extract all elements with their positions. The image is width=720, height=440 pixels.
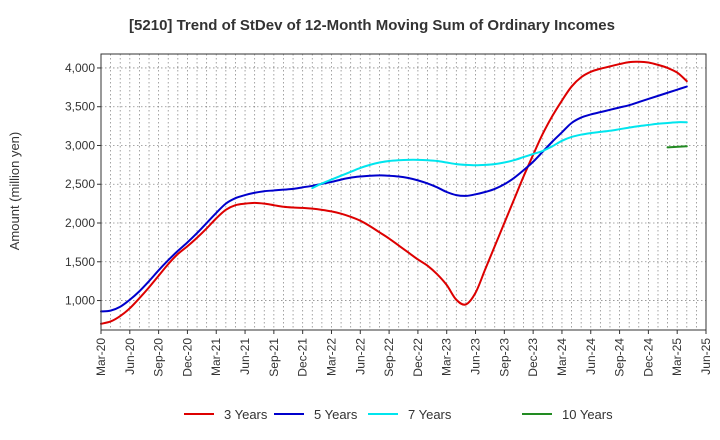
x-tick-label: Dec-22 — [411, 338, 425, 377]
y-tick-label: 2,000 — [65, 216, 95, 230]
plot-frame — [100, 53, 707, 331]
legend-item-10-years: 10 Years — [522, 407, 613, 422]
y-tick-label: 3,000 — [65, 138, 95, 152]
x-tick-label: Sep-23 — [497, 338, 511, 377]
x-tick-label: Mar-22 — [324, 338, 338, 376]
x-tick-label: Dec-23 — [526, 338, 540, 377]
legend-label: 7 Years — [408, 407, 452, 422]
legend: 3 Years 5 Years 7 Years 10 Years — [184, 407, 613, 422]
y-axis-label: Amount (million yen) — [7, 132, 22, 251]
x-tick-label: Dec-20 — [180, 338, 194, 377]
x-tick-label: Sep-20 — [152, 338, 166, 377]
legend-item-3-years: 3 Years — [184, 407, 268, 422]
series-line-3-years — [100, 60, 688, 325]
x-tick-label: Jun-22 — [353, 338, 367, 375]
x-tick-label: Jun-21 — [238, 338, 252, 375]
series-line-7-years — [311, 121, 688, 190]
legend-item-5-years: 5 Years — [274, 407, 358, 422]
grid — [101, 54, 706, 330]
x-tick-label: Jun-25 — [699, 338, 713, 375]
chart-title: [5210] Trend of StDev of 12-Month Moving… — [129, 17, 615, 34]
legend-label: 5 Years — [314, 407, 358, 422]
legend-item-7-years: 7 Years — [368, 407, 452, 422]
x-tick-label: Jun-20 — [123, 338, 137, 375]
x-tick-label: Mar-24 — [555, 338, 569, 376]
y-tick-label: 1,500 — [65, 255, 95, 269]
series-layer — [100, 60, 688, 325]
x-tick-label: Sep-24 — [613, 338, 627, 377]
x-tick-label: Mar-23 — [440, 338, 454, 376]
legend-label: 3 Years — [224, 407, 268, 422]
x-tick-label: Jun-23 — [469, 338, 483, 375]
x-tick-label: Mar-21 — [209, 338, 223, 376]
y-axis-ticks: 1,000 1,500 2,000 2,500 3,000 3,500 4,000 — [65, 61, 101, 308]
x-tick-label: Jun-24 — [584, 338, 598, 375]
x-tick-label: Dec-24 — [641, 338, 655, 377]
x-tick-label: Sep-22 — [382, 338, 396, 377]
y-tick-label: 2,500 — [65, 177, 95, 191]
y-tick-label: 1,000 — [65, 294, 95, 308]
x-axis-ticks: Mar-20 Jun-20 Sep-20 Dec-20 Mar-21 Jun-21 Sep-… — [94, 330, 713, 377]
series-line-5-years — [100, 85, 688, 313]
x-tick-label: Dec-21 — [296, 338, 310, 377]
y-tick-label: 4,000 — [65, 61, 95, 75]
x-tick-label: Mar-20 — [94, 338, 108, 376]
x-tick-label: Mar-25 — [670, 338, 684, 376]
legend-label: 10 Years — [562, 407, 613, 422]
y-tick-label: 3,500 — [65, 100, 95, 114]
series-line-10-years — [666, 145, 688, 149]
x-tick-label: Sep-21 — [267, 338, 281, 377]
